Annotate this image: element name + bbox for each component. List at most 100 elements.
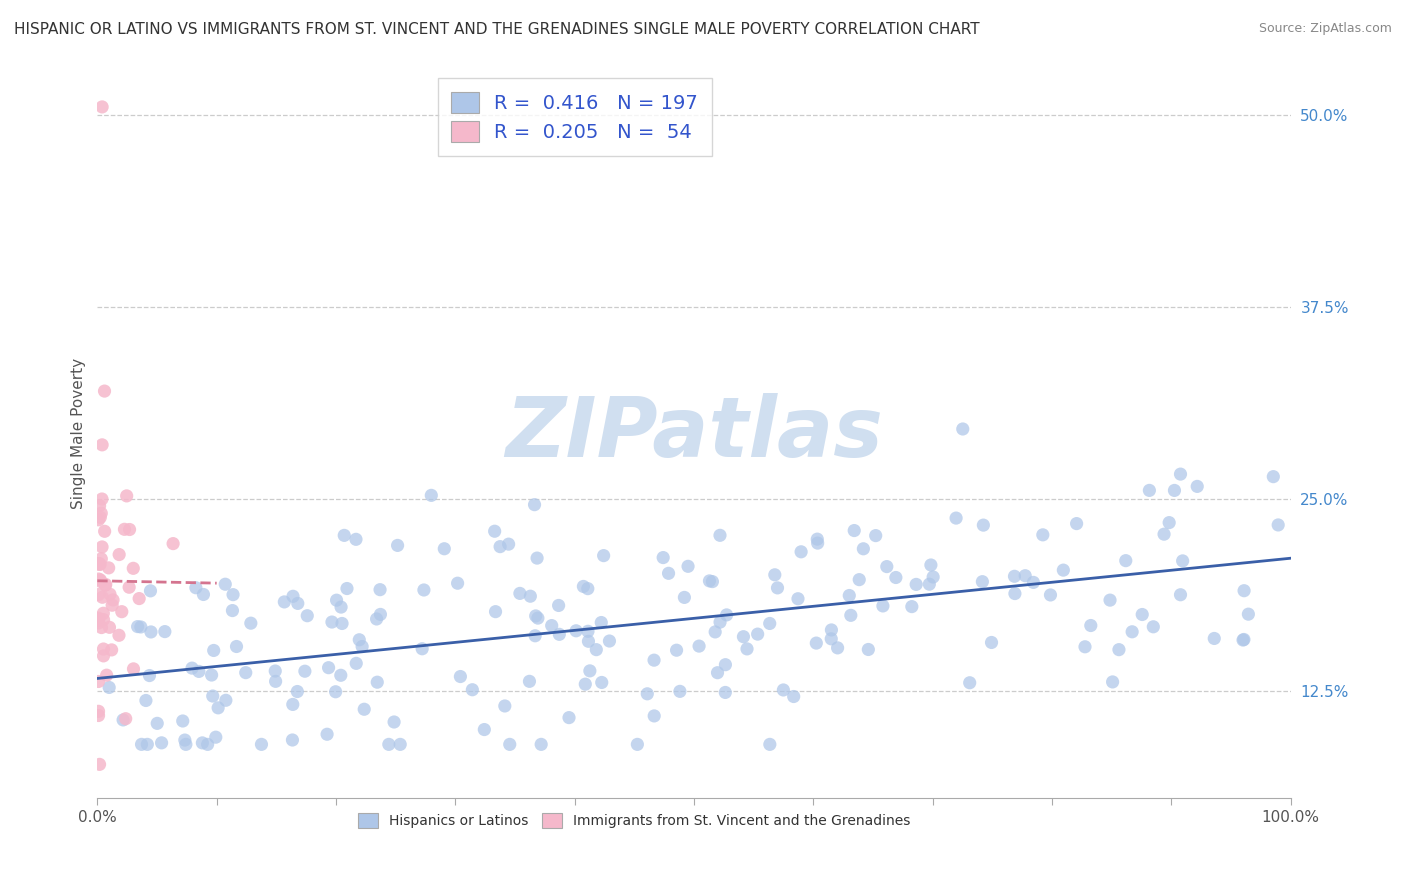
Point [1159,516,1181,530]
Point [273,595,295,609]
Point [115,489,138,503]
Point [281,733,304,747]
Point [87,557,110,571]
Point [382,714,405,729]
Point [643,653,665,667]
Point [865,528,887,542]
Point [411,641,433,656]
Point [446,576,468,591]
Point [489,540,512,554]
Point [139,583,162,598]
Point [90,621,112,635]
Point [87,613,110,627]
Point [540,618,562,632]
Point [204,730,226,744]
Point [876,559,898,574]
Point [1014,568,1036,582]
Point [87,588,110,602]
Point [472,723,495,737]
Point [972,574,994,589]
Point [93,648,115,663]
Point [173,733,195,747]
Point [714,685,737,699]
Point [325,685,347,699]
Point [576,624,599,639]
Point [709,615,731,629]
Point [806,532,828,546]
Point [136,737,159,751]
Point [524,608,547,623]
Point [329,668,352,682]
Point [285,684,308,698]
Point [366,612,388,626]
Point [89,558,111,572]
Point [235,665,257,680]
Point [484,524,506,539]
Point [1267,518,1289,533]
Point [221,603,243,617]
Point [433,541,456,556]
Point [202,643,225,657]
Point [838,589,860,603]
Point [90,506,112,520]
Point [1204,632,1226,646]
Point [181,661,204,675]
Point [353,702,375,716]
Point [98,620,121,634]
Point [1130,607,1153,622]
Point [519,674,541,689]
Point [91,438,114,452]
Point [93,607,115,621]
Point [763,567,786,582]
Point [201,689,224,703]
Point [201,668,224,682]
Point [281,698,304,712]
Point [585,642,607,657]
Point [108,548,131,562]
Point [852,541,875,556]
Point [1170,588,1192,602]
Point [714,657,737,672]
Point [135,693,157,707]
Point [844,524,866,538]
Point [91,591,114,605]
Point [101,598,124,612]
Point [820,632,842,646]
Point [461,682,484,697]
Point [89,510,111,524]
Point [706,665,728,680]
Point [1232,633,1254,648]
Point [368,582,391,597]
Point [96,668,118,682]
Point [91,491,114,506]
Point [98,681,121,695]
Point [118,523,141,537]
Point [839,608,862,623]
Point [783,690,806,704]
Point [100,643,122,657]
Point [193,587,215,601]
Point [699,574,721,588]
Point [150,736,173,750]
Point [499,737,522,751]
Point [884,570,907,584]
Point [222,588,245,602]
Point [281,589,304,603]
Text: Source: ZipAtlas.com: Source: ZipAtlas.com [1258,22,1392,36]
Point [591,615,613,630]
Point [1170,467,1192,482]
Point [250,737,273,751]
Point [325,593,347,607]
Point [174,737,197,751]
Point [872,599,894,613]
Point [90,574,112,589]
Legend: Hispanics or Latinos, Immigrants from St. Vincent and the Grenadines: Hispanics or Latinos, Immigrants from St… [352,805,917,835]
Point [94,578,117,592]
Point [172,714,194,728]
Point [848,573,870,587]
Point [316,727,339,741]
Point [352,640,374,654]
Point [527,611,550,625]
Point [1115,554,1137,568]
Point [112,713,135,727]
